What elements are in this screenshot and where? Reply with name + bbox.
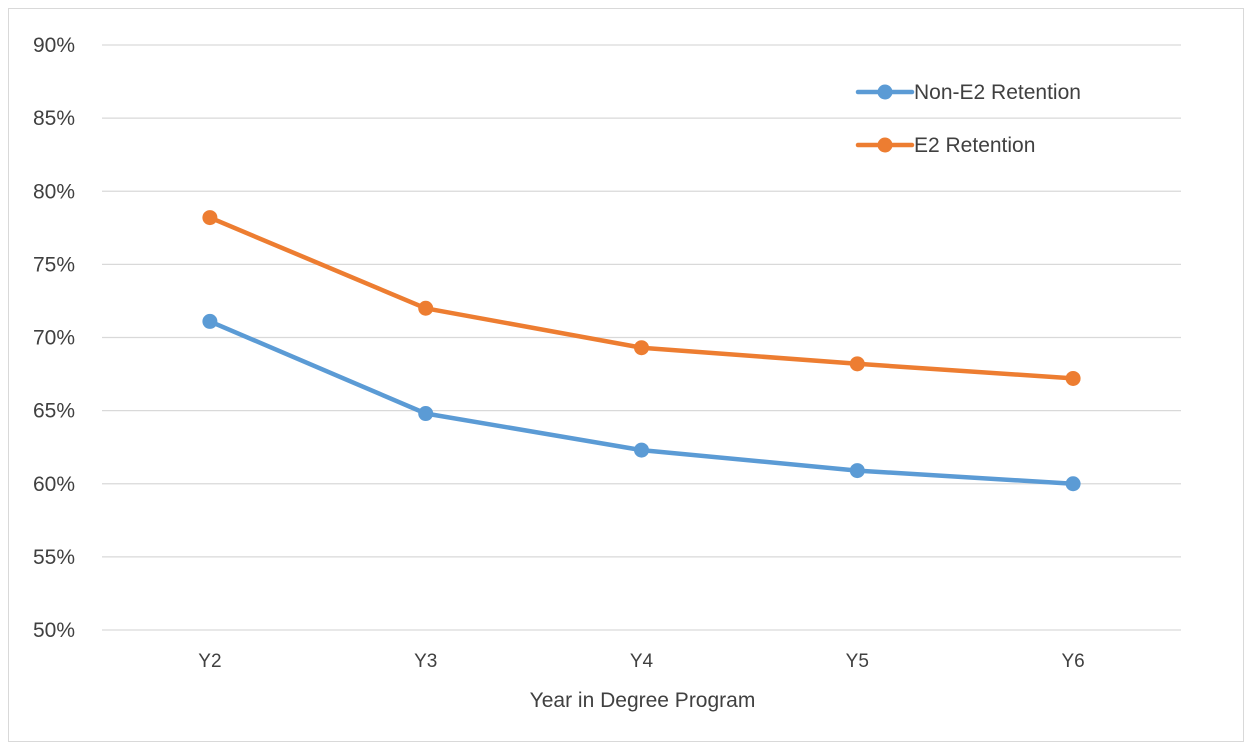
gridlines: [102, 44, 1181, 631]
x-axis-tick-labels: Y2 Y3 Y4 Y5 Y6: [198, 651, 1084, 672]
data-point: [849, 356, 865, 372]
data-point: [1065, 370, 1081, 386]
y-tick-label: 85%: [33, 107, 75, 130]
legend-label: Non-E2 Retention: [914, 81, 1081, 104]
y-axis-tick-labels: 50% 55% 60% 65% 70% 75% 80% 85% 90%: [33, 34, 75, 642]
data-point: [849, 463, 865, 479]
x-tick-label: Y5: [846, 651, 869, 672]
series-points: [202, 210, 1081, 492]
legend: Non-E2 Retention E2 Retention: [855, 81, 1081, 157]
data-point: [634, 340, 649, 356]
y-tick-label: 55%: [33, 546, 75, 569]
x-tick-label: Y4: [630, 651, 654, 672]
y-tick-label: 80%: [33, 180, 75, 203]
legend-swatch-marker: [877, 137, 893, 153]
y-tick-label: 75%: [33, 253, 75, 276]
data-point: [202, 210, 218, 226]
y-tick-label: 60%: [33, 473, 75, 496]
y-tick-label: 65%: [33, 400, 75, 423]
x-tick-label: Y3: [414, 651, 437, 672]
y-tick-label: 90%: [33, 34, 75, 57]
data-point: [1065, 476, 1081, 492]
x-axis-title: Year in Degree Program: [530, 689, 756, 712]
legend-swatch-marker: [877, 84, 893, 100]
data-point: [418, 300, 434, 316]
legend-label: E2 Retention: [914, 134, 1035, 157]
y-tick-label: 50%: [33, 619, 75, 642]
x-tick-label: Y6: [1061, 651, 1084, 672]
data-point: [634, 442, 649, 458]
data-point: [418, 406, 434, 422]
data-point: [202, 313, 218, 329]
y-tick-label: 70%: [33, 327, 75, 350]
x-tick-label: Y2: [198, 651, 221, 672]
